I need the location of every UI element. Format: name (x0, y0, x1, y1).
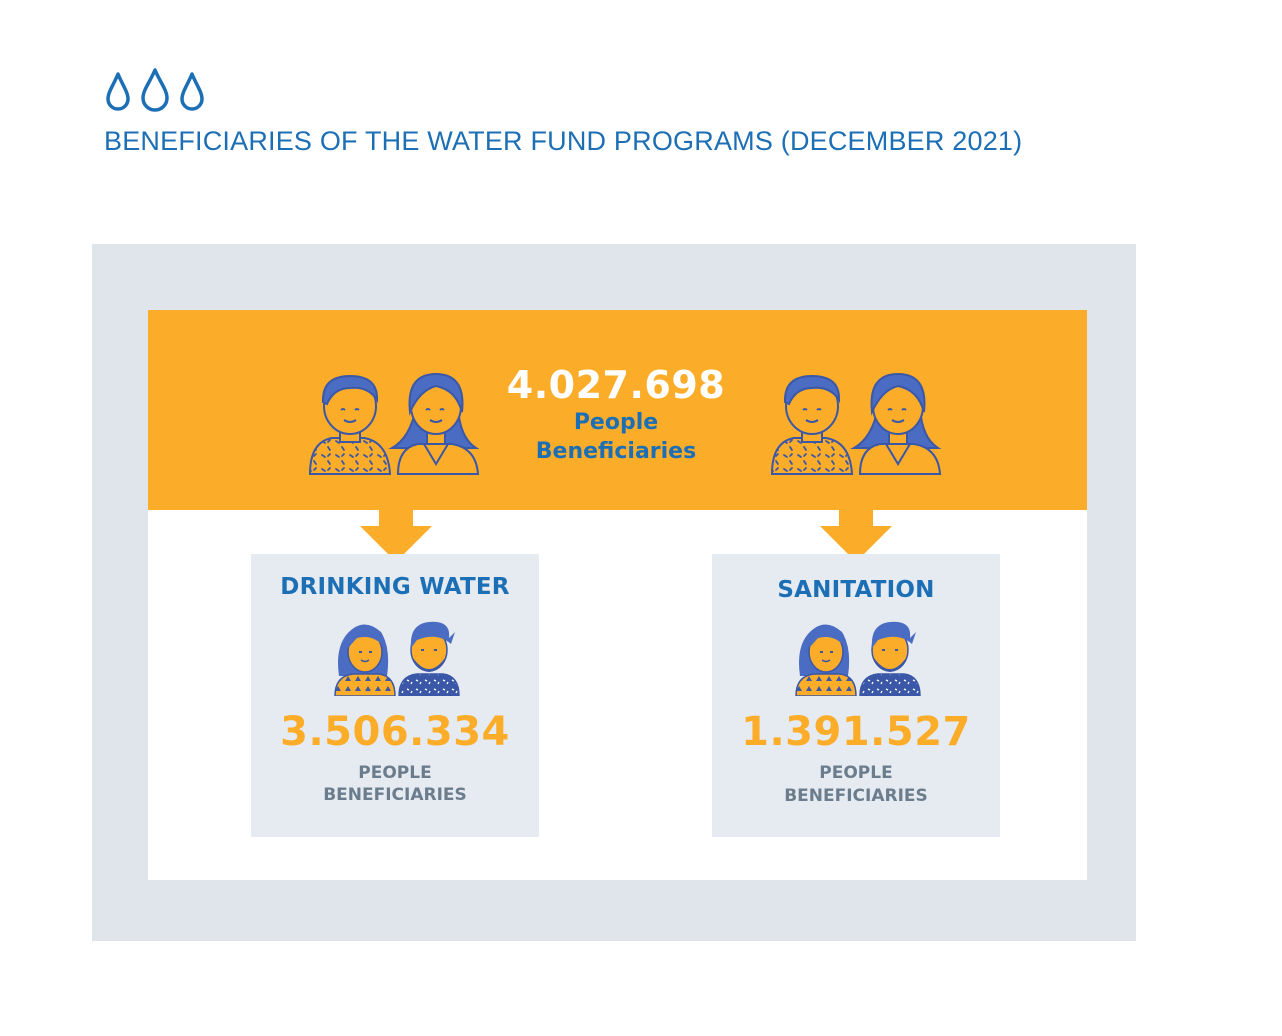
drinking-water-label-line1: PEOPLE (358, 763, 432, 783)
drinking-water-title: DRINKING WATER (280, 574, 510, 600)
sanitation-title: SANITATION (777, 577, 935, 603)
arrow-down-icon (360, 508, 432, 562)
drinking-water-card: DRINKING WATER 3.506.334 PEOPLE BENEFICI… (251, 554, 539, 837)
drinking-water-label-line2: BENEFICIARIES (323, 785, 467, 805)
total-label-line2: Beneficiaries (535, 439, 697, 464)
sanitation-label-line2: BENEFICIARIES (784, 786, 928, 806)
people-illustration-icon (770, 372, 942, 475)
page-title: BENEFICIARIES OF THE WATER FUND PROGRAMS… (104, 126, 1023, 156)
sanitation-card: SANITATION 1.391.527 PEOPLE BENEFICIARIE… (712, 554, 1000, 837)
total-value: 4.027.698 (506, 363, 726, 407)
people-illustration-icon (795, 621, 921, 696)
water-drops-icon (106, 68, 204, 112)
sanitation-value: 1.391.527 (741, 709, 971, 755)
drinking-water-value: 3.506.334 (280, 709, 510, 755)
arrow-down-icon (820, 508, 892, 562)
sanitation-label-line1: PEOPLE (819, 763, 893, 783)
total-banner (148, 310, 1087, 510)
total-label-line1: People (573, 410, 659, 435)
total-beneficiaries: 4.027.698 People Beneficiaries (496, 362, 736, 466)
people-illustration-icon (334, 621, 460, 696)
people-illustration-icon (308, 372, 480, 475)
